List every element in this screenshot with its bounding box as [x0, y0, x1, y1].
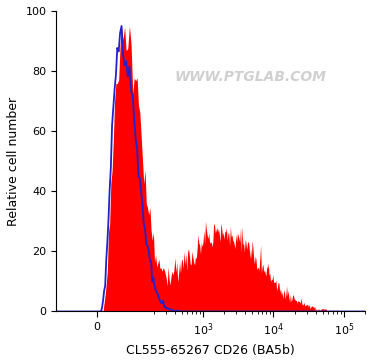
- X-axis label: CL555-65267 CD26 (BA5b): CL555-65267 CD26 (BA5b): [126, 344, 295, 357]
- Text: WWW.PTGLAB.COM: WWW.PTGLAB.COM: [175, 70, 327, 84]
- Y-axis label: Relative cell number: Relative cell number: [7, 97, 20, 226]
